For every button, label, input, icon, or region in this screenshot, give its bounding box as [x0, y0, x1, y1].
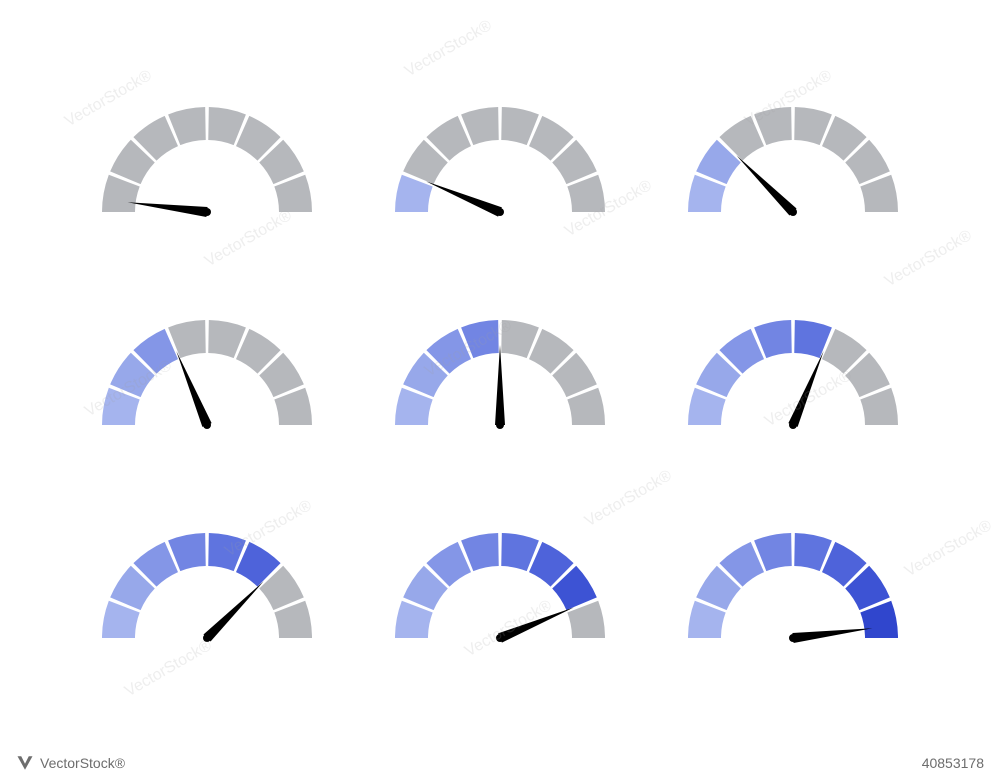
gauge-pivot: [203, 208, 211, 216]
gauge-icon: [375, 513, 625, 653]
gauge-cell: [363, 273, 636, 466]
gauge-pivot: [203, 634, 211, 642]
footer-brand-text: VectorStock®: [40, 755, 125, 771]
gauge-needle: [127, 202, 207, 217]
gauge-icon: [668, 87, 918, 227]
gauge-cell: [657, 487, 930, 680]
gauge-cell: [363, 60, 636, 253]
gauge-icon: [82, 513, 332, 653]
gauge-pivot: [789, 421, 797, 429]
gauge-needle: [203, 582, 263, 642]
gauge-needle: [176, 351, 211, 427]
footer-id: 40853178: [922, 755, 984, 771]
gauge-pivot: [789, 208, 797, 216]
gauge-pivot: [496, 634, 504, 642]
gauge-icon: [668, 513, 918, 653]
gauge-icon: [375, 300, 625, 440]
gauge-icon: [82, 87, 332, 227]
gauge-grid: [0, 0, 1000, 780]
footer-brand: VectorStock®: [16, 754, 125, 772]
gauge-icon: [375, 87, 625, 227]
gauge-needle: [789, 351, 824, 427]
gauge-icon: [82, 300, 332, 440]
gauge-needle: [498, 608, 574, 643]
gauge-cell: [70, 60, 343, 253]
vectorstock-logo-icon: [16, 754, 34, 772]
gauge-needle: [793, 629, 873, 644]
gauge-needle: [737, 155, 797, 215]
gauge-pivot: [203, 421, 211, 429]
gauge-icon: [668, 300, 918, 440]
gauge-needle: [426, 181, 502, 216]
gauge-pivot: [496, 208, 504, 216]
footer: VectorStock® 40853178: [0, 754, 1000, 772]
gauge-cell: [70, 487, 343, 680]
gauge-cell: [657, 60, 930, 253]
gauge-pivot: [496, 421, 504, 429]
gauge-cell: [363, 487, 636, 680]
gauge-cell: [657, 273, 930, 466]
gauge-pivot: [789, 634, 797, 642]
gauge-cell: [70, 273, 343, 466]
gauge-needle: [495, 345, 505, 425]
